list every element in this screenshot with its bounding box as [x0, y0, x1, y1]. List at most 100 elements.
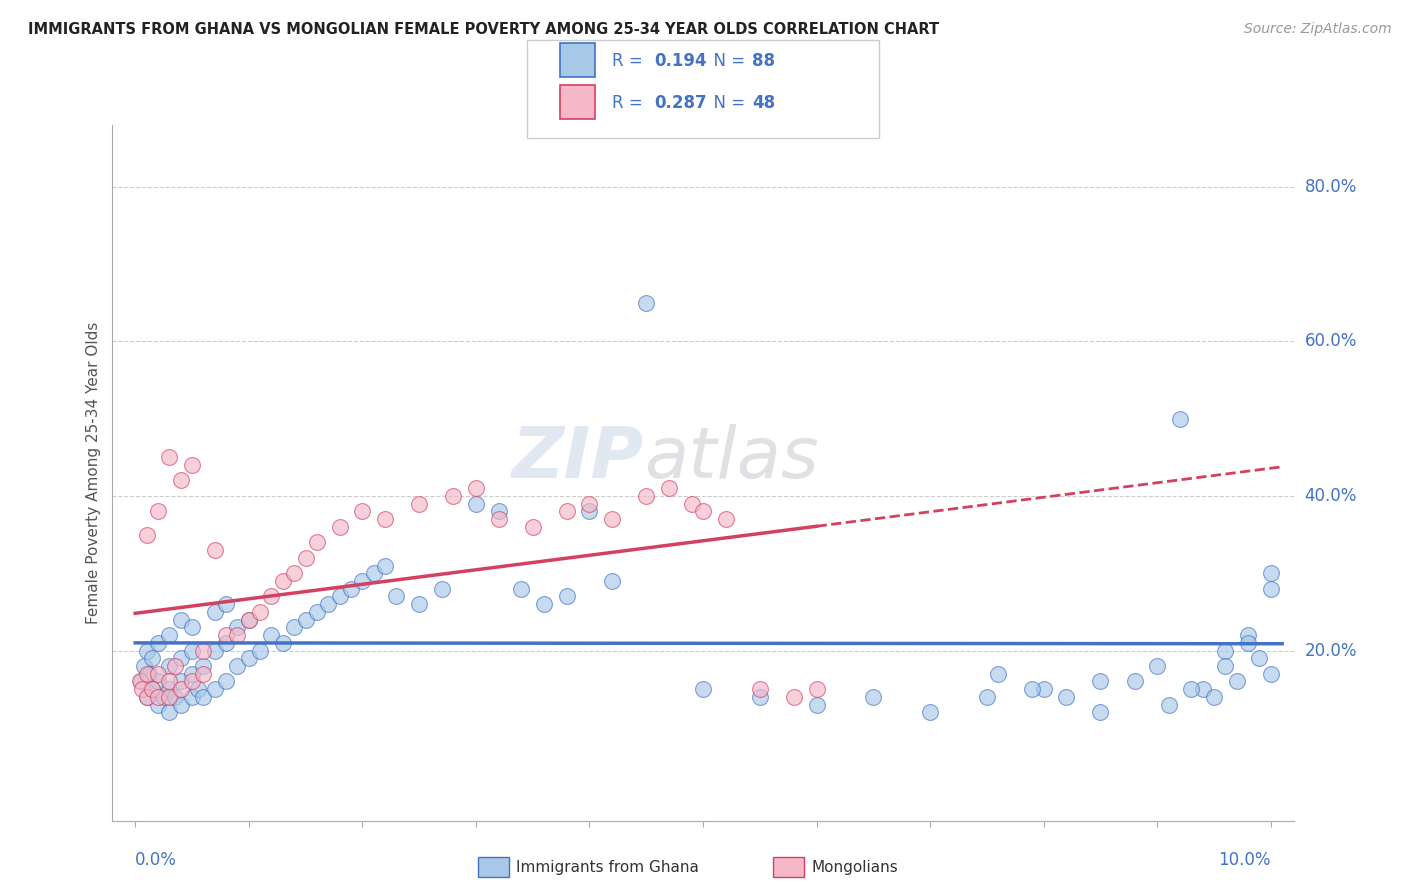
Point [204, 605, 226, 619]
Point [204, 543, 226, 558]
Point [408, 597, 430, 611]
Text: 0.0%: 0.0% [135, 851, 177, 869]
Point [141, 651, 163, 665]
Point [1260, 582, 1282, 596]
Point [135, 643, 157, 657]
Point [441, 489, 464, 503]
Point [181, 620, 204, 634]
Point [294, 550, 316, 565]
Point [204, 643, 226, 657]
Point [681, 497, 703, 511]
Point [215, 597, 238, 611]
Point [806, 698, 828, 712]
Point [226, 628, 249, 642]
Point [152, 690, 174, 704]
Point [163, 659, 186, 673]
Point [385, 590, 408, 604]
Text: 0.287: 0.287 [654, 94, 706, 112]
Point [600, 574, 623, 588]
Point [169, 682, 191, 697]
Text: ZIP: ZIP [512, 425, 644, 493]
Point [692, 504, 714, 518]
Point [187, 682, 209, 697]
Point [533, 597, 555, 611]
Text: R =: R = [612, 52, 648, 70]
Text: N =: N = [703, 52, 751, 70]
Point [169, 698, 191, 712]
Point [238, 651, 260, 665]
Point [1032, 682, 1054, 697]
Point [1090, 674, 1112, 689]
Point [249, 605, 271, 619]
Point [260, 628, 283, 642]
Point [316, 597, 339, 611]
Point [215, 674, 238, 689]
Point [169, 674, 191, 689]
Point [146, 666, 169, 681]
Point [578, 497, 600, 511]
Point [271, 574, 294, 588]
Point [260, 590, 283, 604]
Point [146, 690, 169, 704]
Point [283, 620, 305, 634]
Point [340, 582, 363, 596]
Point [138, 666, 160, 681]
Point [464, 481, 486, 495]
Point [135, 527, 157, 541]
Text: 48: 48 [752, 94, 775, 112]
Point [464, 497, 486, 511]
Point [748, 690, 770, 704]
Text: 40.0%: 40.0% [1305, 487, 1357, 505]
Point [920, 706, 942, 720]
Point [1123, 674, 1146, 689]
Point [146, 636, 169, 650]
Point [1054, 690, 1077, 704]
Point [204, 682, 226, 697]
Text: 60.0%: 60.0% [1305, 333, 1357, 351]
Point [976, 690, 998, 704]
Point [352, 504, 374, 518]
Y-axis label: Female Poverty Among 25-34 Year Olds: Female Poverty Among 25-34 Year Olds [86, 322, 101, 624]
Point [215, 628, 238, 642]
Point [249, 643, 271, 657]
Point [578, 504, 600, 518]
Point [163, 690, 186, 704]
Point [636, 295, 658, 310]
Point [1180, 682, 1202, 697]
Point [157, 682, 180, 697]
Point [374, 512, 396, 526]
Text: atlas: atlas [644, 425, 818, 493]
Point [181, 666, 204, 681]
Text: IMMIGRANTS FROM GHANA VS MONGOLIAN FEMALE POVERTY AMONG 25-34 YEAR OLDS CORRELAT: IMMIGRANTS FROM GHANA VS MONGOLIAN FEMAL… [28, 22, 939, 37]
Point [1260, 666, 1282, 681]
Point [748, 682, 770, 697]
Point [329, 520, 352, 534]
Point [193, 690, 215, 704]
Point [1215, 659, 1237, 673]
Point [692, 682, 714, 697]
Point [1226, 674, 1249, 689]
Point [181, 690, 204, 704]
Text: 80.0%: 80.0% [1305, 178, 1357, 195]
Point [806, 682, 828, 697]
Point [226, 620, 249, 634]
Point [658, 481, 681, 495]
Point [374, 558, 396, 573]
Point [555, 590, 578, 604]
Point [1157, 698, 1180, 712]
Point [157, 690, 180, 704]
Point [1146, 659, 1168, 673]
Point [408, 497, 430, 511]
Point [636, 489, 658, 503]
Point [1237, 636, 1260, 650]
Point [1215, 643, 1237, 657]
Point [488, 512, 510, 526]
Point [1202, 690, 1225, 704]
Text: Source: ZipAtlas.com: Source: ZipAtlas.com [1244, 22, 1392, 37]
Point [157, 659, 180, 673]
Point [157, 628, 180, 642]
Text: 88: 88 [752, 52, 775, 70]
Point [1260, 566, 1282, 581]
Point [283, 566, 305, 581]
Text: 20.0%: 20.0% [1305, 641, 1357, 659]
